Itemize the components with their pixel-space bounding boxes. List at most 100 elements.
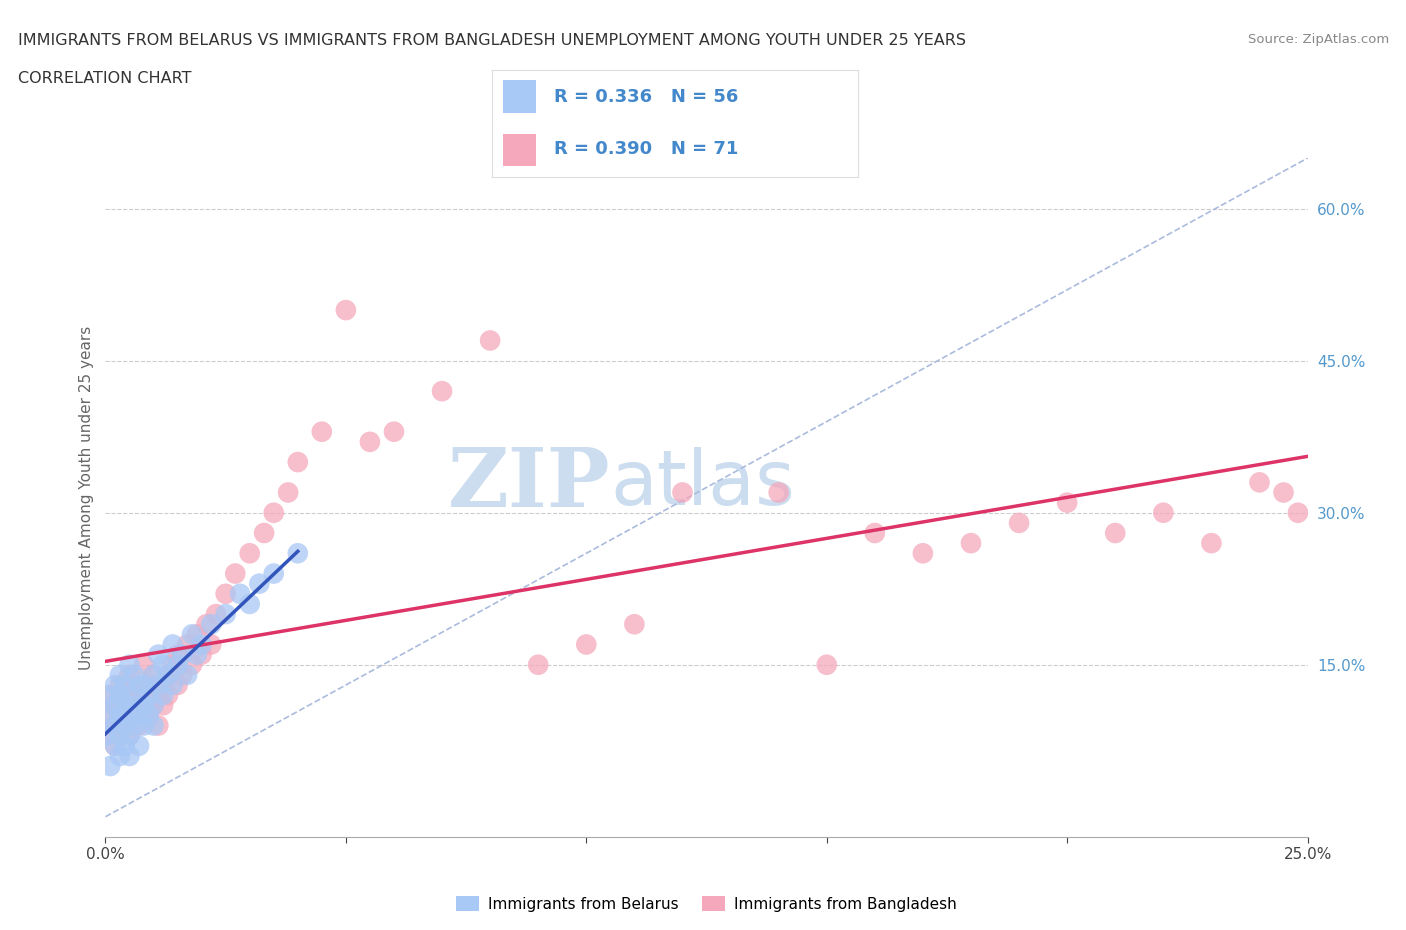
Point xyxy=(382,424,405,439)
Point xyxy=(108,728,131,743)
Point xyxy=(311,424,333,439)
Point xyxy=(132,718,155,733)
Point xyxy=(104,718,127,733)
Point xyxy=(124,708,146,723)
Point xyxy=(148,718,170,733)
Point xyxy=(98,759,121,774)
Text: ZIP: ZIP xyxy=(447,444,610,524)
Point xyxy=(132,698,155,712)
Point xyxy=(132,678,155,693)
Point xyxy=(108,668,131,683)
Point xyxy=(108,678,131,693)
Point xyxy=(166,658,188,672)
Point xyxy=(138,708,160,723)
Point xyxy=(863,525,886,540)
Point xyxy=(108,749,131,764)
Point xyxy=(162,658,184,672)
Point xyxy=(152,678,174,693)
Point xyxy=(118,687,141,702)
Point xyxy=(287,546,309,561)
Point xyxy=(1152,505,1174,520)
Point xyxy=(104,738,127,753)
Point xyxy=(98,708,121,723)
Point xyxy=(152,658,174,672)
Point xyxy=(152,687,174,702)
Point xyxy=(1286,505,1309,520)
Point xyxy=(239,596,262,611)
Point xyxy=(132,687,155,702)
Point xyxy=(186,647,208,662)
Point xyxy=(247,577,270,591)
Point xyxy=(1272,485,1295,500)
Point xyxy=(430,384,453,399)
Point xyxy=(190,647,212,662)
Point xyxy=(142,668,165,683)
Point xyxy=(181,627,204,642)
Y-axis label: Unemployment Among Youth under 25 years: Unemployment Among Youth under 25 years xyxy=(79,326,94,670)
Text: IMMIGRANTS FROM BELARUS VS IMMIGRANTS FROM BANGLADESH UNEMPLOYMENT AMONG YOUTH U: IMMIGRANTS FROM BELARUS VS IMMIGRANTS FR… xyxy=(18,33,966,47)
Point xyxy=(128,698,150,712)
Point xyxy=(98,687,121,702)
Point xyxy=(142,698,165,712)
Point xyxy=(911,546,934,561)
Point xyxy=(114,738,136,753)
Point xyxy=(156,668,179,683)
Point xyxy=(138,687,160,702)
Point xyxy=(166,678,188,693)
Point xyxy=(94,728,117,743)
Point xyxy=(142,718,165,733)
Point xyxy=(263,505,285,520)
Point xyxy=(132,658,155,672)
Point xyxy=(98,687,121,702)
Point xyxy=(287,455,309,470)
Point xyxy=(118,658,141,672)
Point xyxy=(162,678,184,693)
Point xyxy=(118,708,141,723)
Point xyxy=(239,546,262,561)
Bar xyxy=(503,81,536,113)
Point xyxy=(172,668,194,683)
Point xyxy=(205,606,228,621)
Point xyxy=(118,728,141,743)
Point xyxy=(104,738,127,753)
Point xyxy=(114,698,136,712)
Point xyxy=(148,647,170,662)
Point xyxy=(118,728,141,743)
Text: R = 0.336   N = 56: R = 0.336 N = 56 xyxy=(554,88,738,106)
Point xyxy=(359,434,381,449)
Point xyxy=(142,698,165,712)
Point xyxy=(124,678,146,693)
Point xyxy=(118,687,141,702)
Point xyxy=(124,668,146,683)
Point xyxy=(224,566,246,581)
Point xyxy=(104,678,127,693)
Point xyxy=(960,536,983,551)
Point xyxy=(527,658,550,672)
Point xyxy=(114,718,136,733)
Point xyxy=(118,749,141,764)
Point xyxy=(335,302,357,317)
Point xyxy=(195,617,218,631)
Point xyxy=(128,708,150,723)
Point xyxy=(1056,495,1078,510)
Point xyxy=(162,637,184,652)
Point xyxy=(108,728,131,743)
Point xyxy=(138,708,160,723)
Point xyxy=(98,708,121,723)
Point xyxy=(148,687,170,702)
Point xyxy=(114,678,136,693)
Point xyxy=(108,708,131,723)
Point xyxy=(104,698,127,712)
Point xyxy=(253,525,276,540)
Point xyxy=(104,718,127,733)
Text: R = 0.390   N = 71: R = 0.390 N = 71 xyxy=(554,140,738,158)
Point xyxy=(200,617,222,631)
Point xyxy=(156,668,179,683)
Point xyxy=(214,606,236,621)
Point xyxy=(200,637,222,652)
Point xyxy=(176,668,198,683)
Point xyxy=(152,698,174,712)
Point xyxy=(768,485,790,500)
Point xyxy=(181,658,204,672)
Point xyxy=(108,708,131,723)
